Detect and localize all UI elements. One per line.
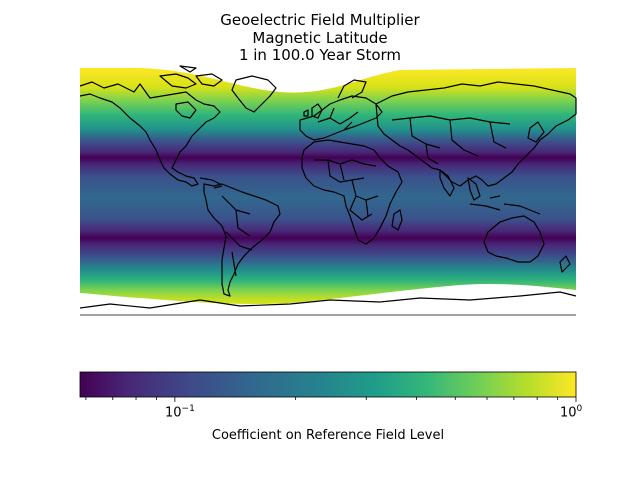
india-peninsula	[439, 169, 455, 197]
colorbar-gradient-bar	[79, 371, 577, 398]
colorbar-tick-label-1: 100	[560, 404, 583, 421]
coastlines	[79, 65, 577, 309]
title-line-1: Geoelectric Field Multiplier	[220, 11, 420, 29]
geoelectric-field-raster	[80, 68, 576, 305]
new-zealand	[559, 255, 571, 273]
british-isles	[303, 103, 323, 119]
madagascar	[391, 209, 403, 231]
hudson-bay	[175, 101, 197, 119]
antarctica-coast	[79, 291, 577, 309]
africa-coast	[301, 139, 403, 245]
africa-borders	[314, 159, 379, 221]
asia-borders	[391, 115, 511, 165]
colorbar-ticks	[85, 397, 577, 402]
europe-borders	[317, 107, 359, 131]
scandinavia	[337, 79, 367, 99]
north-america-coast	[79, 81, 221, 187]
japan	[527, 121, 545, 143]
europe-coast	[299, 95, 383, 141]
arctic-islands	[159, 65, 223, 89]
south-america-coast	[203, 183, 281, 297]
south-america-borders	[221, 195, 253, 277]
colorbar-tick-label-0.1: 10−1	[165, 404, 195, 421]
australia-coast	[483, 215, 545, 263]
colorbar-label: Coefficient on Reference Field Level	[211, 428, 445, 443]
title-line-2: Magnetic Latitude	[252, 29, 388, 47]
southeast-asia	[467, 177, 481, 201]
asia-coast	[375, 81, 577, 187]
caribbean-islands	[199, 177, 223, 189]
title-line-3: 1 in 100.0 Year Storm	[238, 46, 402, 64]
indonesia	[469, 195, 541, 215]
greenland-coast	[231, 75, 277, 113]
